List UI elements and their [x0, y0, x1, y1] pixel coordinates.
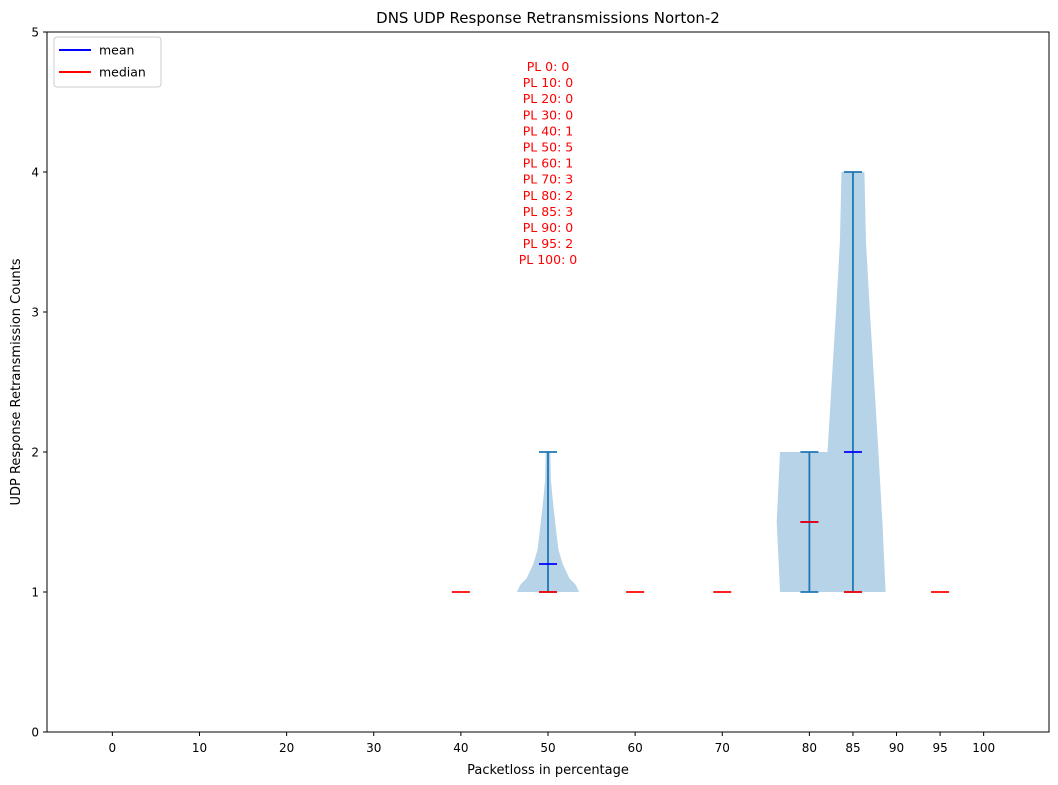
x-tick-label: 10 — [192, 741, 207, 755]
y-axis-label: UDP Response Retransmission Counts — [9, 258, 24, 505]
x-tick-label: 70 — [715, 741, 730, 755]
y-tick-label: 4 — [31, 166, 39, 180]
annotation-line: PL 20: 0 — [523, 91, 574, 106]
x-tick-label: 80 — [802, 741, 817, 755]
x-axis-label: Packetloss in percentage — [467, 763, 629, 778]
x-tick-label: 20 — [279, 741, 294, 755]
x-tick-label: 30 — [366, 741, 381, 755]
annotation-line: PL 60: 1 — [523, 156, 574, 171]
x-tick-label: 100 — [972, 741, 995, 755]
x-tick-label: 95 — [932, 741, 947, 755]
x-tick-label: 40 — [453, 741, 468, 755]
legend-label-median: median — [99, 65, 146, 80]
annotation-line: PL 80: 2 — [523, 188, 574, 203]
y-tick-label: 0 — [31, 726, 39, 740]
annotation-line: PL 100: 0 — [519, 252, 578, 267]
annotation-line: PL 30: 0 — [523, 107, 574, 122]
x-tick-label: 90 — [889, 741, 904, 755]
annotation-line: PL 50: 5 — [523, 140, 574, 155]
y-tick-label: 2 — [31, 446, 39, 460]
plot-area — [451, 171, 950, 593]
annotation-line: PL 85: 3 — [523, 204, 574, 219]
y-tick-label: 1 — [31, 586, 39, 600]
annotation-line: PL 95: 2 — [523, 236, 574, 251]
legend: mean median — [53, 36, 162, 88]
legend-label-mean: mean — [99, 43, 134, 58]
packetloss-annotation: PL 0: 0PL 10: 0PL 20: 0PL 30: 0PL 40: 1 P… — [519, 59, 578, 267]
annotation-line: PL 90: 0 — [523, 220, 574, 235]
x-tick-label: 0 — [109, 741, 117, 755]
annotation-line: PL 10: 0 — [523, 75, 574, 90]
annotation-line: PL 40: 1 — [523, 123, 574, 138]
x-tick-label: 60 — [627, 741, 642, 755]
y-tick-label: 5 — [31, 26, 39, 40]
annotation-line: PL 70: 3 — [523, 172, 574, 187]
annotation-line: PL 0: 0 — [527, 59, 570, 74]
x-tick-label: 85 — [845, 741, 860, 755]
y-tick-label: 3 — [31, 306, 39, 320]
chart-title: DNS UDP Response Retransmissions Norton-… — [376, 9, 720, 27]
x-tick-label: 50 — [540, 741, 555, 755]
